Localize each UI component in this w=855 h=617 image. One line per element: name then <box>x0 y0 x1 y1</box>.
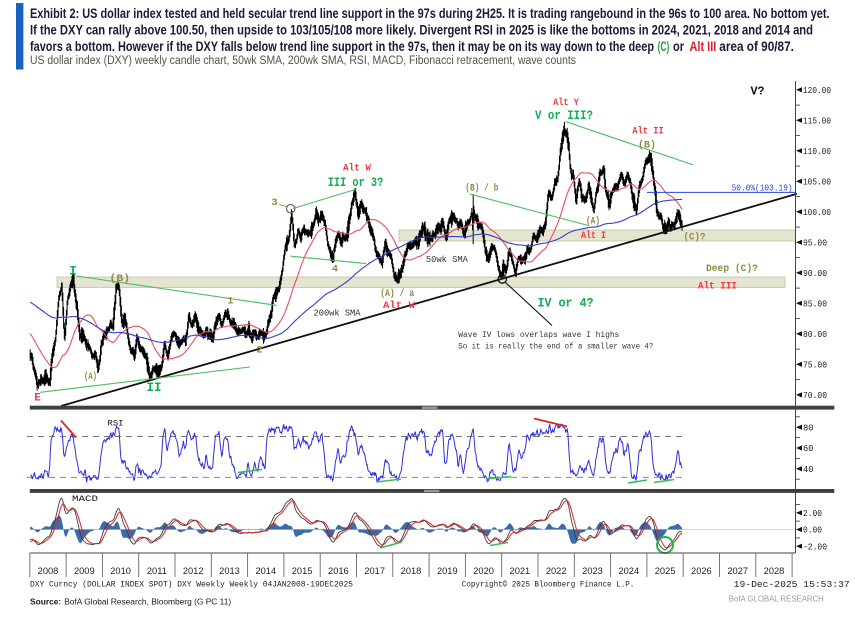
svg-text:40: 40 <box>803 465 814 475</box>
svg-text:2018: 2018 <box>401 566 422 576</box>
svg-text:80: 80 <box>803 423 814 433</box>
svg-text:Alt W: Alt W <box>343 163 372 175</box>
svg-text:favors a bottom. However if th: favors a bottom. However if the DXY fall… <box>30 39 794 54</box>
svg-text:2: 2 <box>256 345 262 357</box>
svg-text:4: 4 <box>332 263 338 275</box>
svg-text:Deep (C)?: Deep (C)? <box>706 263 758 275</box>
svg-text:US dollar index (DXY) weekly c: US dollar index (DXY) weekly candle char… <box>30 55 576 67</box>
svg-text:V or III?: V or III? <box>535 109 593 123</box>
svg-text:-2.00: -2.00 <box>803 542 827 552</box>
svg-text:MACD: MACD <box>72 494 98 504</box>
svg-text:100.00: 100.00 <box>803 208 831 218</box>
svg-text:50wk SMA: 50wk SMA <box>426 254 468 265</box>
svg-text:2021: 2021 <box>510 566 531 576</box>
svg-text:V?: V? <box>751 84 765 98</box>
svg-text:1: 1 <box>227 296 233 308</box>
svg-text:2012: 2012 <box>183 566 204 576</box>
svg-text:2015: 2015 <box>292 566 313 576</box>
svg-text:2026: 2026 <box>691 566 712 576</box>
svg-text:2024: 2024 <box>618 566 639 576</box>
svg-text:So it is really the end of a s: So it is really the end of a smaller wav… <box>458 341 653 351</box>
svg-text:2020: 2020 <box>473 566 494 576</box>
svg-text:110.00: 110.00 <box>803 147 831 157</box>
svg-text:2025: 2025 <box>655 566 676 576</box>
svg-text:Alt III: Alt III <box>698 281 737 293</box>
svg-text:DXY Curncy (DOLLAR INDEX SPOT): DXY Curncy (DOLLAR INDEX SPOT) DXY Weekl… <box>30 580 353 589</box>
svg-text:E: E <box>34 393 41 405</box>
svg-text:(A): (A) <box>586 215 600 227</box>
svg-text:3: 3 <box>271 197 277 209</box>
svg-text:2016: 2016 <box>328 566 349 576</box>
svg-text:RSI: RSI <box>108 419 124 429</box>
svg-text:75.00: 75.00 <box>803 361 827 371</box>
svg-text:50.0%(103.19): 50.0%(103.19) <box>732 182 793 193</box>
svg-text:80.00: 80.00 <box>803 330 827 340</box>
svg-text:Source:BofA Global Research, B: Source: BofA Global Research, Bloomberg (… <box>30 596 231 606</box>
svg-text:Wave IV lows overlaps wave I h: Wave IV lows overlaps wave I highs <box>458 330 619 340</box>
svg-text:Exhibit 2: US dollar index tes: Exhibit 2: US dollar index tested and he… <box>30 6 830 21</box>
svg-text:Alt W: Alt W <box>383 300 416 312</box>
svg-text:85.00: 85.00 <box>803 300 827 310</box>
svg-text:2010: 2010 <box>110 566 131 576</box>
svg-text:105.00: 105.00 <box>803 178 831 188</box>
svg-text:IV or 4?: IV or 4? <box>538 297 594 311</box>
svg-text:Copyright© 2025 Bloomberg Fina: Copyright© 2025 Bloomberg Finance L.P. <box>462 580 635 589</box>
svg-text:Alt II: Alt II <box>632 126 664 138</box>
svg-text:2017: 2017 <box>364 566 385 576</box>
svg-text:70.00: 70.00 <box>803 391 827 401</box>
svg-text:90.00: 90.00 <box>803 269 827 279</box>
svg-text:(B) / b: (B) / b <box>465 183 498 195</box>
svg-text:2023: 2023 <box>582 566 603 576</box>
svg-text:2019: 2019 <box>437 566 458 576</box>
svg-text:2022: 2022 <box>546 566 567 576</box>
svg-text:III or 3?: III or 3? <box>328 176 384 190</box>
svg-text:Alt I: Alt I <box>581 230 606 242</box>
svg-text:95.00: 95.00 <box>803 239 827 249</box>
svg-text:(B): (B) <box>638 139 656 151</box>
svg-text:0.00: 0.00 <box>803 526 822 536</box>
svg-text:115.00: 115.00 <box>803 117 831 127</box>
svg-text:2008: 2008 <box>38 566 59 576</box>
svg-text:19-Dec-2025 15:53:37: 19-Dec-2025 15:53:37 <box>734 579 850 590</box>
svg-text:2027: 2027 <box>727 566 748 576</box>
svg-text:I: I <box>69 265 77 279</box>
svg-text:(A) / a: (A) / a <box>380 288 415 300</box>
svg-text:(C)?: (C)? <box>684 231 706 243</box>
svg-text:60: 60 <box>803 444 814 454</box>
svg-text:Alt Y: Alt Y <box>553 97 579 109</box>
svg-text:2028: 2028 <box>764 566 785 576</box>
svg-text:(A): (A) <box>84 371 97 383</box>
svg-text:2011: 2011 <box>147 566 167 576</box>
svg-text:200wk SMA: 200wk SMA <box>314 308 361 319</box>
svg-text:2013: 2013 <box>219 566 240 576</box>
svg-text:2014: 2014 <box>255 566 276 576</box>
svg-text:(B): (B) <box>109 273 130 285</box>
svg-text:2.00: 2.00 <box>803 509 822 519</box>
svg-text:120.00: 120.00 <box>803 86 831 96</box>
svg-text:If the DXY can rally above 100: If the DXY can rally above 100.50, then … <box>30 23 813 38</box>
svg-text:BofA GLOBAL RESEARCH: BofA GLOBAL RESEARCH <box>729 594 824 604</box>
svg-text:II: II <box>146 381 161 395</box>
svg-text:2009: 2009 <box>74 566 95 576</box>
